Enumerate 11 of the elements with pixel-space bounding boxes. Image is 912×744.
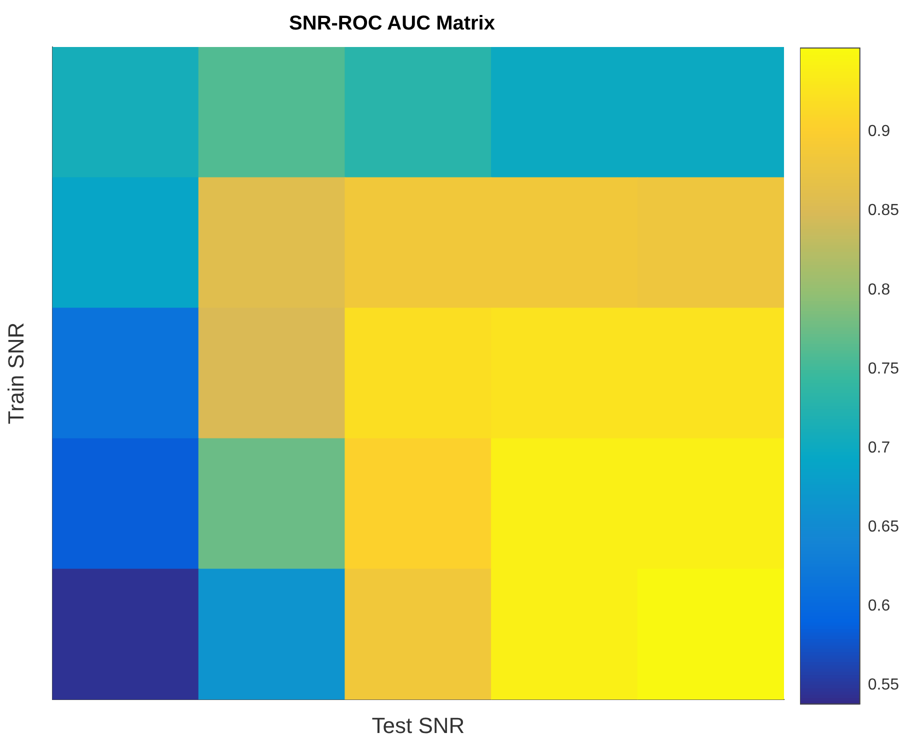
chart-title: SNR-ROC AUC Matrix: [289, 12, 495, 35]
color-bar-label: 0.7: [868, 439, 890, 456]
color-bar-label: 0.85: [868, 202, 900, 220]
color-bar-label: 0.9: [868, 123, 890, 140]
x-axis-title: Test SNR: [372, 712, 465, 738]
color-bar-label: 0.6: [868, 597, 890, 614]
color-bar-label: 0.55: [868, 676, 900, 694]
y-axis-title: Train SNR: [3, 322, 28, 424]
color-bar-label: 0.65: [868, 518, 900, 536]
color-bar-label: 0.75: [868, 360, 900, 378]
color-bar-label: 0.8: [868, 281, 890, 298]
